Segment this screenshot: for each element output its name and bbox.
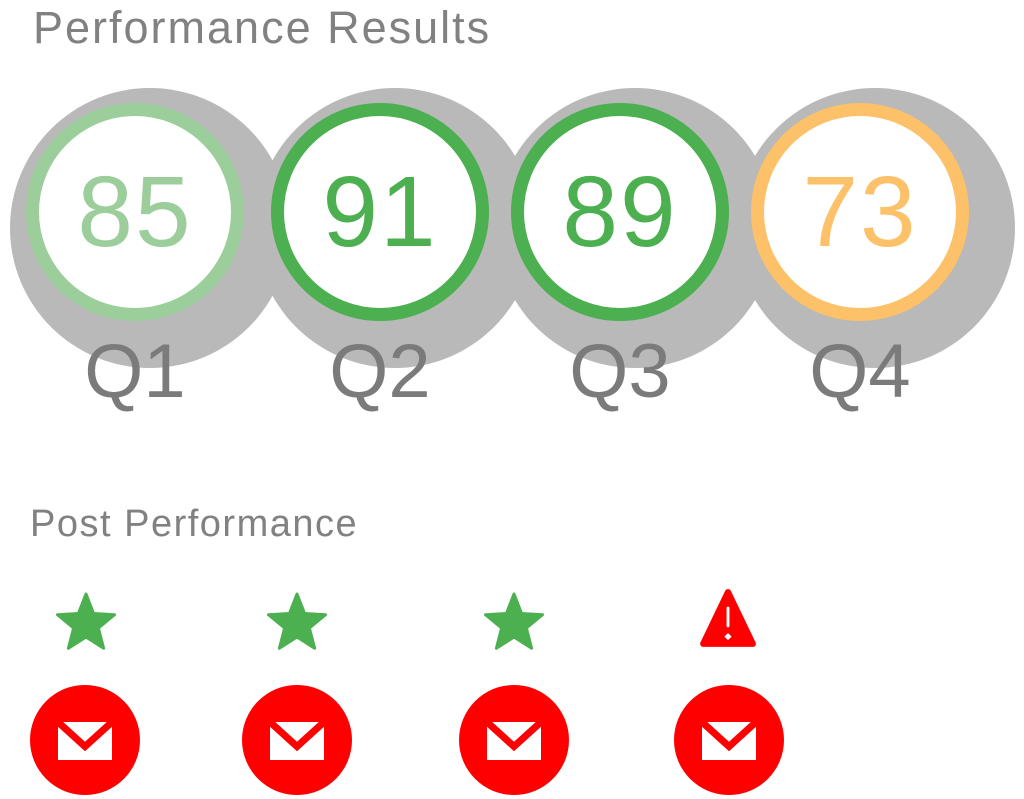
section-title: Post Performance	[30, 503, 359, 545]
gauge-ring: 85	[26, 103, 244, 321]
gauge-value: 85	[77, 156, 193, 268]
star-icon	[267, 592, 327, 650]
gauge-quarter-label: Q2	[329, 329, 431, 414]
gauge-q3: 89 Q3	[495, 88, 775, 410]
gauge-value: 91	[322, 156, 438, 268]
gauge-ring: 91	[271, 103, 489, 321]
gauge-ring: 73	[751, 103, 969, 321]
gauge-quarter-label: Q4	[809, 329, 911, 414]
star-icon	[484, 592, 544, 650]
warning-icon	[700, 589, 756, 647]
gauge-value: 89	[562, 156, 678, 268]
gauge-quarter-label: Q3	[569, 329, 671, 414]
mail-icon	[674, 685, 784, 795]
mail-icon	[242, 685, 352, 795]
mail-icon	[30, 685, 140, 795]
gauge-quarter-label: Q1	[84, 329, 186, 414]
star-icon	[56, 592, 116, 650]
page-title: Performance Results	[33, 2, 492, 53]
gauge-q1: 85 Q1	[10, 88, 290, 410]
gauge-ring: 89	[511, 103, 729, 321]
gauge-value: 73	[802, 156, 918, 268]
gauge-q4: 73 Q4	[735, 88, 1015, 410]
gauge-q2: 91 Q2	[255, 88, 535, 410]
mail-icon	[459, 685, 569, 795]
